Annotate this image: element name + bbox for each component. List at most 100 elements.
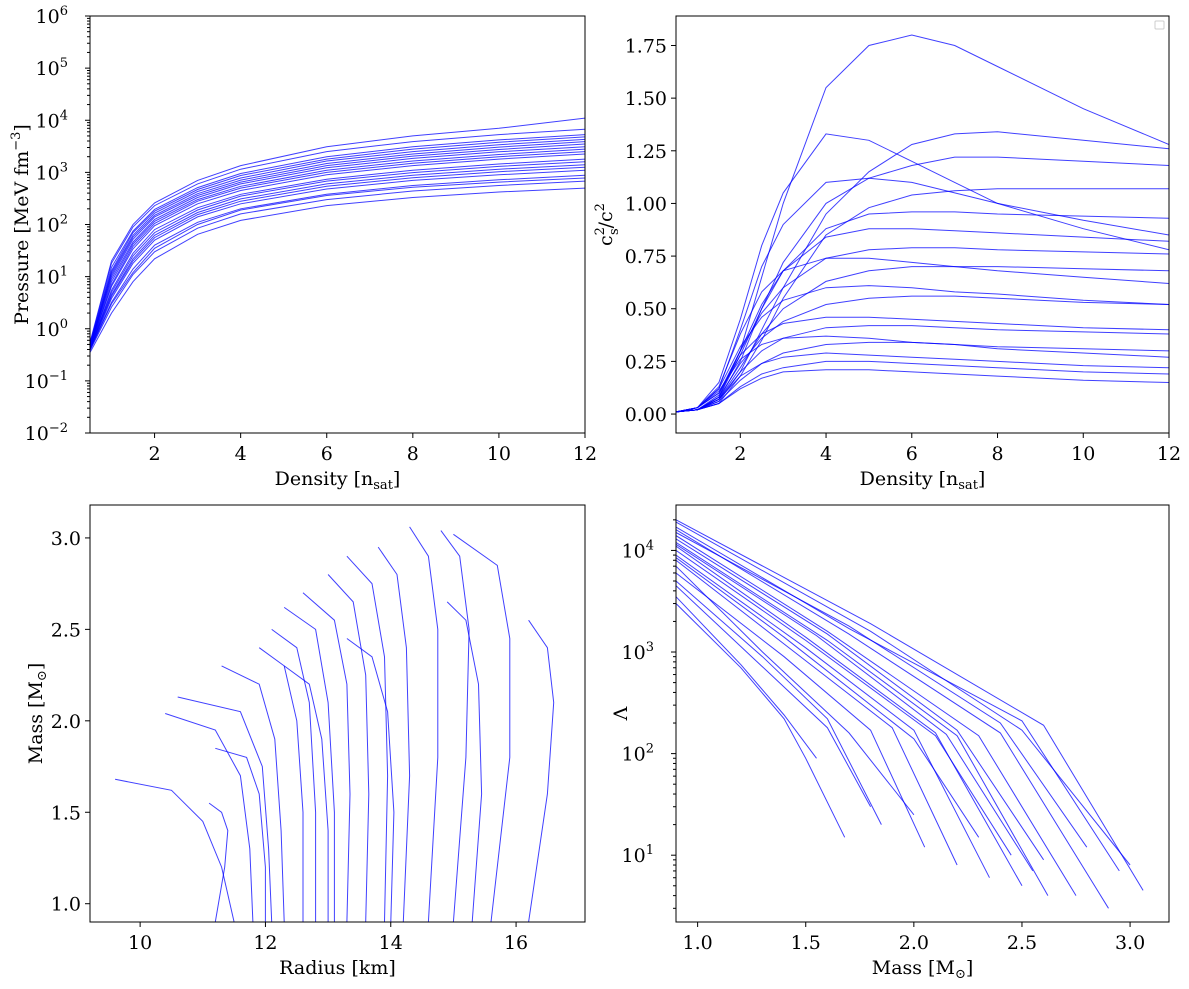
- axes-frame: [89, 504, 586, 923]
- y-tick-label: 2.0: [51, 711, 81, 733]
- curve-16: [90, 151, 585, 348]
- curve-9: [327, 574, 370, 922]
- x-axis-label: Mass [M⊙]: [872, 957, 974, 982]
- curve-19: [676, 228, 1169, 413]
- x-tick-label: 3.0: [1115, 932, 1145, 954]
- curve-17: [676, 532, 1088, 848]
- curve-2: [165, 713, 254, 922]
- curve-10: [676, 521, 1131, 866]
- curve-16: [676, 557, 980, 838]
- x-tick-label: 12: [573, 443, 597, 465]
- curve-12: [409, 526, 439, 922]
- curve-1: [90, 180, 585, 351]
- curve-10: [90, 134, 585, 345]
- x-tick-label: 2.5: [1007, 932, 1037, 954]
- y-tick-label: 101: [36, 265, 68, 289]
- curve-18: [346, 638, 395, 922]
- curve-11: [90, 128, 585, 344]
- curve-9: [676, 529, 1109, 909]
- curve-18: [676, 257, 1169, 413]
- y-tick-label: 104: [622, 538, 654, 562]
- curve-11: [676, 316, 1169, 413]
- y-tick-label: 0.75: [625, 246, 667, 268]
- y-axis-label: Λ: [610, 706, 632, 721]
- curve-13: [90, 177, 585, 350]
- x-axis-label: Density [nsat]: [860, 468, 986, 493]
- curve-10: [676, 295, 1169, 413]
- x-tick-label: 1.0: [683, 932, 713, 954]
- y-tick-label: 101: [622, 843, 654, 867]
- x-tick-label: 16: [504, 932, 528, 954]
- y-tick-label: 103: [622, 640, 654, 664]
- y-axis-label: Mass [M⊙]: [25, 663, 50, 765]
- y-tick-label: 1.5: [51, 802, 81, 824]
- curve-14: [676, 549, 1012, 856]
- x-tick-label: 6: [906, 443, 918, 465]
- x-tick-label: 8: [991, 443, 1003, 465]
- panel-sound-speed: 2 4 6 8 10 12 0.00 0.25 0.50 0.75 1.00 1.25 1.50 1.75…: [593, 15, 1181, 493]
- curve-11: [377, 546, 411, 922]
- curve-0: [115, 778, 235, 922]
- curve-5: [258, 647, 304, 922]
- curve-17: [676, 369, 1169, 413]
- curve-14: [90, 161, 585, 349]
- curve-12: [676, 526, 1120, 872]
- x-tick-label: 14: [379, 932, 403, 954]
- curve-10: [346, 555, 389, 922]
- y-tick-label: 3.0: [51, 528, 81, 550]
- panel-mass-radius: 10 12 14 16 1.0 1.5 2.0 2.5 3.0 Radius [km] Mass […: [25, 504, 586, 979]
- curve-19: [676, 543, 1034, 872]
- curve-9: [90, 138, 585, 346]
- y-tick-label: 0.25: [625, 351, 667, 373]
- x-tick-label: 1.5: [791, 932, 821, 954]
- x-axis-label: Density [nsat]: [275, 468, 401, 493]
- x-tick-label: 2.0: [899, 932, 929, 954]
- y-tick-label: 2.5: [51, 619, 81, 641]
- curve-18: [676, 585, 872, 807]
- curve-0: [676, 603, 846, 838]
- curve-3: [90, 169, 585, 350]
- y-tick-label: 1.75: [625, 35, 667, 57]
- x-tick-label: 4: [235, 443, 247, 465]
- curve-11: [676, 519, 1144, 891]
- y-axis-label: Pressure [MeV fm−3]: [9, 124, 33, 325]
- x-axis-label: Radius [km]: [279, 957, 396, 979]
- y-tick-label: 106: [36, 4, 68, 28]
- x-tick-label: 12: [253, 932, 277, 954]
- curve-5: [676, 554, 990, 878]
- curve-15: [90, 146, 585, 346]
- y-tick-label: 104: [36, 108, 68, 132]
- y-tick-label: 1.00: [625, 193, 667, 215]
- y-tick-label: 103: [36, 160, 68, 184]
- axes-frame: [675, 504, 1170, 923]
- curve-9: [676, 285, 1169, 413]
- x-tick-label: 10: [1071, 443, 1095, 465]
- y-tick-label: 10−2: [25, 421, 68, 445]
- curve-3: [177, 696, 273, 922]
- curve-16: [215, 747, 266, 922]
- curve-14: [453, 533, 511, 922]
- curve-5: [90, 158, 585, 349]
- curve-8: [302, 592, 351, 922]
- y-tick-label: 0.50: [625, 299, 667, 321]
- curve-19: [90, 141, 585, 347]
- x-tick-label: 2: [149, 443, 161, 465]
- x-tick-label: 12: [1157, 443, 1181, 465]
- y-tick-label: 102: [36, 213, 68, 237]
- x-tick-label: 2: [734, 443, 746, 465]
- curve-2: [676, 580, 882, 825]
- x-tick-label: 10: [487, 443, 511, 465]
- curve-6: [271, 628, 317, 922]
- y-tick-label: 1.25: [625, 141, 667, 163]
- x-tick-label: 4: [820, 443, 832, 465]
- curve-1: [208, 802, 229, 922]
- curve-15: [676, 352, 1169, 413]
- y-tick-label: 10−1: [25, 369, 68, 393]
- curve-18: [90, 166, 585, 350]
- curve-15: [528, 619, 555, 922]
- curve-13: [440, 530, 470, 922]
- curve-17: [90, 136, 585, 345]
- curve-7: [676, 541, 1049, 896]
- curve-13: [676, 565, 915, 816]
- y-tick-label: 105: [36, 56, 68, 80]
